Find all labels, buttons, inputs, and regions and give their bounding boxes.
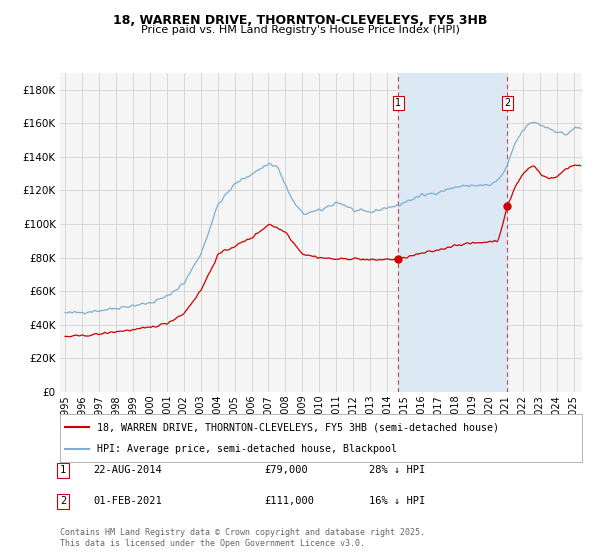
Text: £111,000: £111,000 bbox=[264, 496, 314, 506]
Text: £79,000: £79,000 bbox=[264, 465, 308, 475]
Text: Contains HM Land Registry data © Crown copyright and database right 2025.
This d: Contains HM Land Registry data © Crown c… bbox=[60, 528, 425, 548]
Text: 2: 2 bbox=[504, 98, 510, 108]
Text: 1: 1 bbox=[395, 98, 401, 108]
Text: HPI: Average price, semi-detached house, Blackpool: HPI: Average price, semi-detached house,… bbox=[97, 444, 397, 454]
Text: 18, WARREN DRIVE, THORNTON-CLEVELEYS, FY5 3HB (semi-detached house): 18, WARREN DRIVE, THORNTON-CLEVELEYS, FY… bbox=[97, 422, 499, 432]
Text: 18, WARREN DRIVE, THORNTON-CLEVELEYS, FY5 3HB: 18, WARREN DRIVE, THORNTON-CLEVELEYS, FY… bbox=[113, 14, 487, 27]
Text: 22-AUG-2014: 22-AUG-2014 bbox=[93, 465, 162, 475]
Text: 16% ↓ HPI: 16% ↓ HPI bbox=[369, 496, 425, 506]
Text: 2: 2 bbox=[60, 496, 66, 506]
Text: Price paid vs. HM Land Registry's House Price Index (HPI): Price paid vs. HM Land Registry's House … bbox=[140, 25, 460, 35]
Text: 1: 1 bbox=[60, 465, 66, 475]
Text: 01-FEB-2021: 01-FEB-2021 bbox=[93, 496, 162, 506]
Bar bbox=[398, 73, 507, 392]
Text: 28% ↓ HPI: 28% ↓ HPI bbox=[369, 465, 425, 475]
